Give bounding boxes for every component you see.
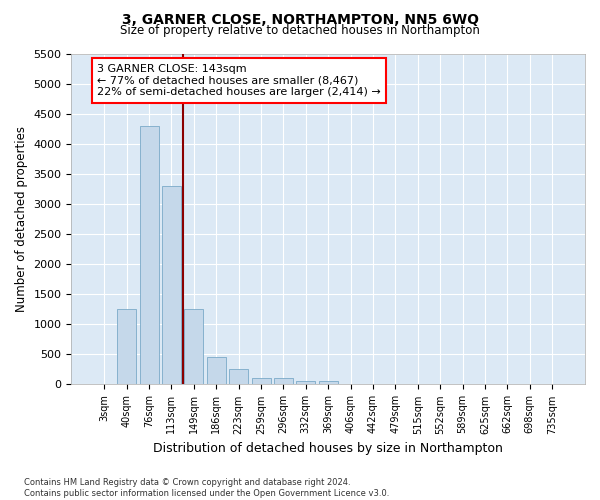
Bar	[229, 370, 248, 384]
X-axis label: Distribution of detached houses by size in Northampton: Distribution of detached houses by size …	[153, 442, 503, 455]
Bar	[162, 186, 181, 384]
Bar	[296, 382, 316, 384]
Text: Size of property relative to detached houses in Northampton: Size of property relative to detached ho…	[120, 24, 480, 37]
Bar	[207, 358, 226, 384]
Bar	[251, 378, 271, 384]
Bar	[184, 310, 203, 384]
Text: 3, GARNER CLOSE, NORTHAMPTON, NN5 6WQ: 3, GARNER CLOSE, NORTHAMPTON, NN5 6WQ	[121, 12, 479, 26]
Bar	[319, 382, 338, 384]
Text: Contains HM Land Registry data © Crown copyright and database right 2024.
Contai: Contains HM Land Registry data © Crown c…	[24, 478, 389, 498]
Bar	[140, 126, 158, 384]
Text: 3 GARNER CLOSE: 143sqm
← 77% of detached houses are smaller (8,467)
22% of semi-: 3 GARNER CLOSE: 143sqm ← 77% of detached…	[97, 64, 381, 97]
Y-axis label: Number of detached properties: Number of detached properties	[15, 126, 28, 312]
Bar	[274, 378, 293, 384]
Bar	[117, 310, 136, 384]
